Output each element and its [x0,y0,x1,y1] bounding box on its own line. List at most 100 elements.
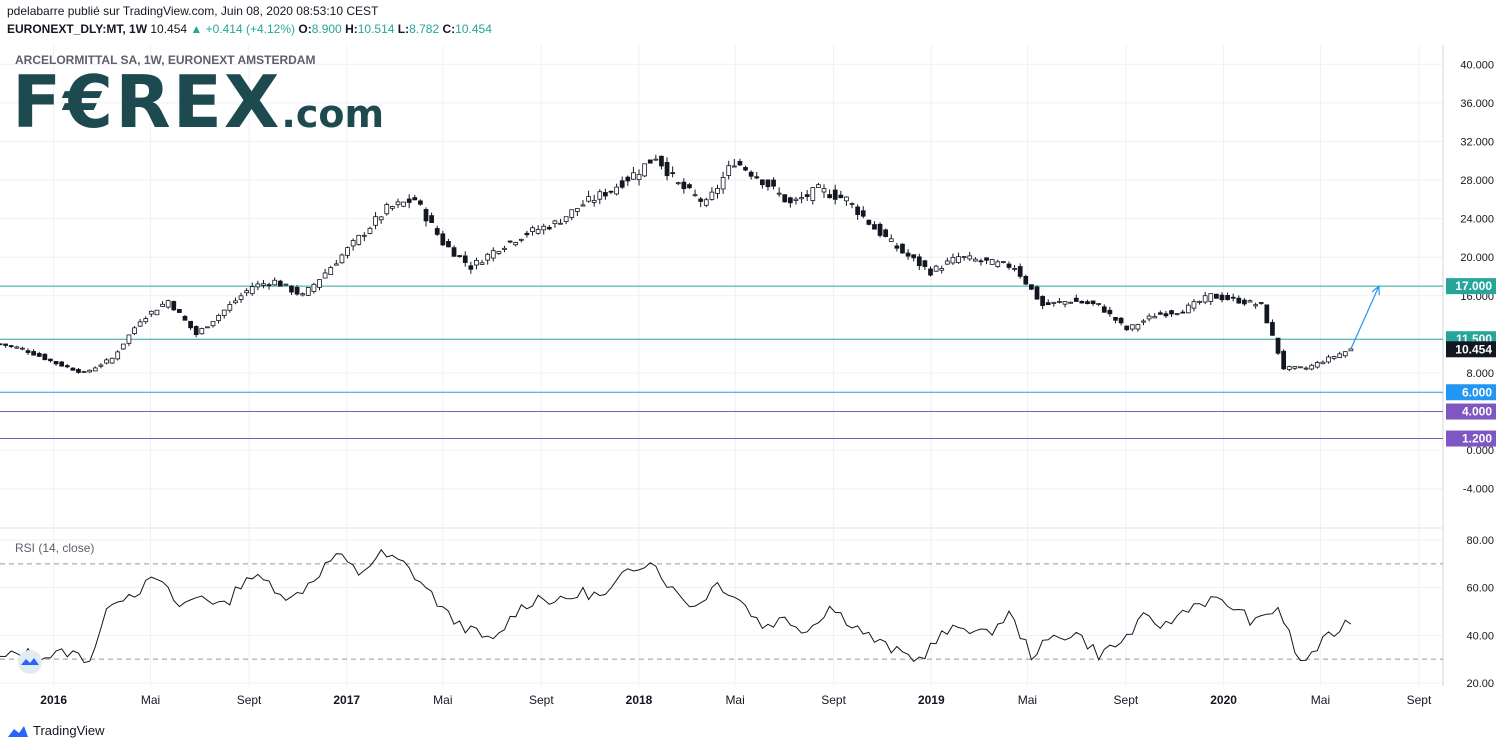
candle-body [933,265,939,272]
time-tick-label: Sept [1114,693,1139,707]
level-tag [1446,278,1496,295]
level-tag-label: 4.000 [1462,405,1492,419]
candle-body [1309,364,1315,370]
candle-body [1051,301,1057,304]
candle-body [1219,294,1225,301]
candle-body [995,261,1001,267]
horizontal-levels [0,285,1443,440]
rsi-tick-label: 20.00 [1466,678,1494,690]
candle-body [261,283,266,286]
candle-body [1258,302,1264,304]
candle-body [468,265,474,270]
candle-body [474,259,479,266]
candle-body [586,196,591,202]
candle-body [1314,362,1320,368]
candle-body [1129,324,1135,330]
candle-body [64,365,70,368]
rsi-legend[interactable]: RSI (14, close) [15,541,95,555]
candle-body [8,345,14,348]
candle-body [1281,350,1287,370]
candle-body [160,303,165,307]
candle-body [989,259,995,265]
candle-body [1214,293,1219,299]
arrow-head [1371,284,1380,296]
open-label: O: [298,22,312,36]
candle-body [888,238,894,242]
candle-body [272,279,278,286]
candle-body [827,194,832,199]
forex-logo: F€REX.com [12,66,384,150]
candle-body [305,287,311,296]
candle-body [182,315,188,321]
candle-body [821,188,827,193]
price-tick-label: 8.000 [1466,368,1494,380]
price-tick-label: 40.000 [1460,59,1494,71]
level-tag [1446,403,1496,420]
candle-body [1342,351,1348,357]
candle-body [199,328,205,335]
candle-body [1331,356,1337,359]
candle-body [485,253,491,261]
rsi-tick-label: 40.00 [1466,630,1494,642]
price-tick-label: 28.000 [1460,175,1494,187]
candle-body [120,343,126,350]
candle-body [244,290,250,294]
candle-body [356,234,362,245]
time-tick-label: Mai [1018,693,1037,707]
price-tick-label: 24.000 [1460,214,1494,226]
candle-body [384,204,390,215]
candle-body [1062,301,1068,305]
time-tick-label: 2019 [918,693,945,707]
candle-body [1253,304,1258,307]
last-price-text: 10.454 [150,22,188,36]
candle-body [900,243,905,254]
candle-body [462,255,468,263]
candle-body [546,226,552,230]
candle-body [42,353,48,361]
tradingview-badge-icon[interactable] [18,650,42,674]
candle-body [664,162,670,177]
candle-body [322,272,328,279]
candle-body [569,209,575,218]
chart-subtitle: ARCELORMITTAL SA, 1W, EURONEXT AMSTERDAM [15,53,316,67]
candle-body [967,255,973,260]
candle-body [205,326,210,329]
candle-body [412,197,418,201]
time-axis[interactable]: 2016 Mai Sept 2017 Mai Sept 2018 Mai Sept 2019 Mai… [40,693,1432,707]
candle-body [277,280,283,287]
candle-body [1337,353,1343,358]
candle-body [743,167,748,171]
candle-body [698,198,704,202]
rsi-axis[interactable]: 80.00 60.00 40.00 20.00 [1466,535,1494,690]
candle-body [345,247,350,256]
last-price-tag [1446,341,1496,358]
candle-body [171,301,177,311]
candle-body [1169,310,1174,315]
candle-body [1247,300,1253,303]
price-axis[interactable]: 40.00036.00032.00028.00024.00020.00016.0… [1460,59,1494,495]
candle-body [496,251,502,254]
tradingview-footer[interactable]: TradingView [7,723,105,738]
candle-body [457,255,463,257]
candle-body [1135,324,1141,330]
candle-body [188,320,193,329]
candle-body [1118,317,1124,324]
candle-body [603,192,608,197]
tradingview-brand: TradingView [33,723,105,738]
candle-body [3,343,8,346]
candle-body [1017,266,1023,277]
level-tag-label: 17.000 [1455,279,1492,293]
candle-body [524,232,530,236]
candle-body [25,350,31,353]
candle-body [1029,284,1034,290]
symbol-label[interactable]: EURONEXT_DLY:MT, 1W [7,22,148,36]
projection-arrow [1350,284,1380,350]
rsi-bands [0,563,1443,660]
candle-body [720,177,726,190]
candle-body [1326,356,1331,363]
candle-body [418,200,423,205]
candle-body [883,229,889,237]
candle-body [659,155,664,167]
